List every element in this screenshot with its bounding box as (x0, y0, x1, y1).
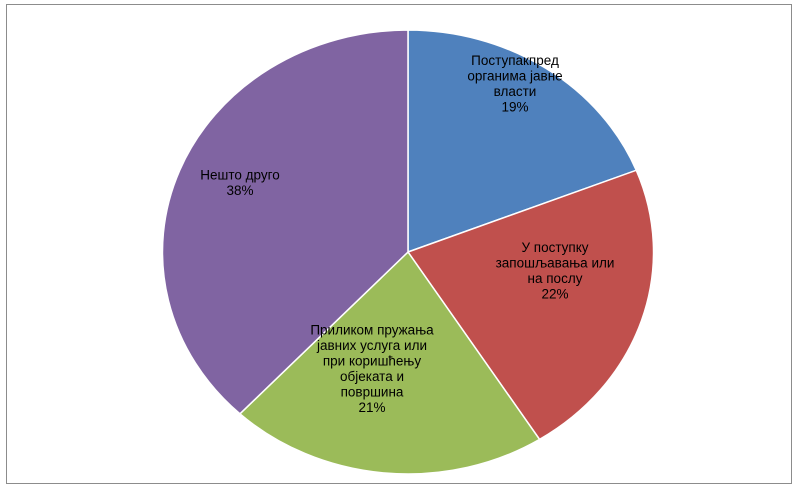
slice-label-line: Поступакпред (471, 53, 559, 68)
pie-slice-4 (161, 29, 409, 415)
pie-slice-3 (238, 250, 541, 475)
slice-label-line: јавних услуга или (316, 338, 427, 353)
slice-label-line: на послу (528, 271, 583, 286)
slice-percent-label: 19% (501, 99, 528, 114)
slice-label-3: Приликом пружања јавних услуга или при кор… (310, 322, 434, 415)
slice-percent-label: 38% (226, 183, 253, 198)
slice-percent-label: 22% (541, 286, 568, 301)
slice-label-4: Нешто друго 38% (200, 167, 280, 198)
pie-slice-1 (407, 29, 638, 254)
slice-label-line: органима јавне (467, 68, 562, 83)
slice-label-line: при коришћењу (323, 353, 422, 368)
slice-label-line: запошљавања или (496, 255, 615, 270)
slice-label-line: У поступку (521, 240, 588, 255)
slice-label-1: Поступакпред органима јавне власти 19% (467, 53, 562, 115)
slice-label-line: Приликом пружања (310, 322, 434, 337)
pie-slices (161, 29, 655, 475)
slice-percent-label: 21% (358, 400, 385, 415)
pie-labels: Поступакпред органима јавне власти 19% У пос… (200, 53, 614, 415)
slice-label-line: Нешто друго (200, 167, 280, 182)
slice-label-line: објеката и (340, 369, 404, 384)
slice-label-2: У поступку запошљавања или на послу 22% (496, 240, 615, 301)
slice-label-line: површина (341, 384, 404, 399)
slice-label-line: власти (494, 84, 537, 99)
pie-slice-2 (406, 169, 655, 441)
